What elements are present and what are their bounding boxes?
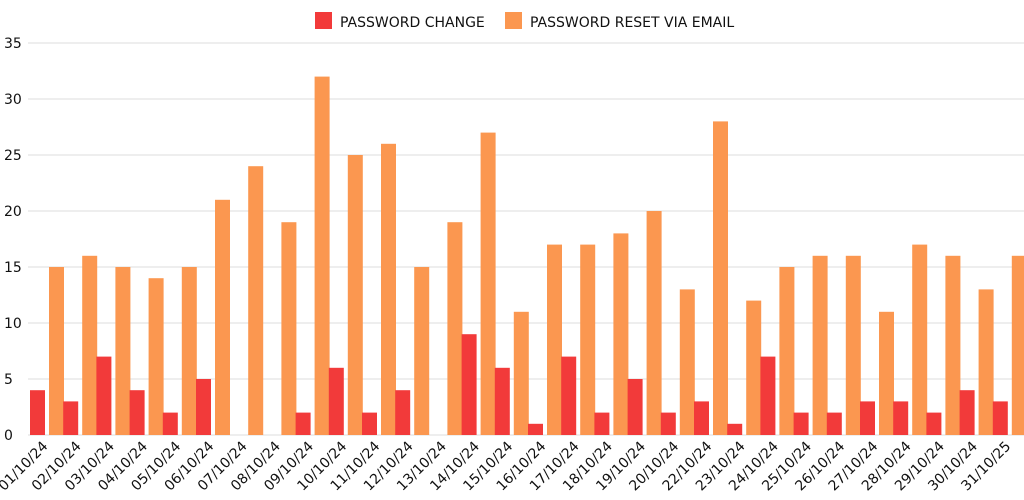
bar-password-reset-via-email-2 [82, 255, 98, 435]
bar-password-change-17 [561, 356, 577, 435]
bar-password-change-19 [627, 379, 643, 435]
y-axis: 0 5 10 15 20 25 30 35 [4, 36, 22, 444]
bar-password-change-16 [528, 423, 543, 435]
bar-password-change-25 [826, 412, 842, 435]
bar-password-change-4 [129, 390, 145, 435]
x-axis: 01/10/2402/10/2403/10/2404/10/2405/10/24… [0, 438, 1014, 494]
y-tick-label: 30 [4, 92, 22, 108]
bar-password-reset-via-email-12 [414, 267, 430, 435]
bar-password-reset-via-email-6 [215, 199, 230, 435]
legend-swatch-password-change [315, 12, 332, 29]
y-tick-label: 0 [4, 428, 13, 444]
y-tick-label: 10 [4, 316, 22, 332]
bar-password-reset-via-email-5 [181, 267, 197, 435]
bar-password-reset-via-email-30 [1011, 255, 1024, 435]
bar-password-change-6 [196, 379, 211, 435]
bar-password-reset-via-email-8 [281, 222, 297, 435]
y-tick-label: 35 [4, 36, 22, 52]
bar-password-change-10 [328, 367, 344, 435]
bar-password-change-14 [461, 334, 477, 435]
legend-label-password-change: PASSWORD CHANGE [340, 15, 485, 31]
bar-password-reset-via-email-19 [646, 211, 662, 435]
bar-password-change-28 [926, 412, 942, 435]
legend-swatch-password-reset-via-email [505, 12, 522, 29]
bar-password-change-3 [96, 356, 112, 435]
bar-password-reset-via-email-18 [613, 233, 629, 435]
bar-password-change-2 [63, 401, 79, 435]
bar-password-reset-via-email-20 [679, 289, 695, 435]
bar-password-change-11 [362, 412, 377, 435]
y-tick-label: 5 [4, 372, 13, 388]
bar-password-change-12 [395, 390, 411, 435]
bar-password-change-1 [30, 390, 45, 435]
bar-password-change-30 [992, 401, 1008, 435]
bar-password-change-9 [295, 412, 311, 435]
bar-password-reset-via-email-7 [248, 166, 264, 435]
bar-password-reset-via-email-23 [779, 267, 795, 435]
y-tick-label: 15 [4, 260, 22, 276]
bar-password-reset-via-email-28 [945, 255, 961, 435]
bar-password-change-27 [893, 401, 909, 435]
bar-password-change-20 [660, 412, 676, 435]
bar-password-change-21 [694, 401, 709, 435]
bar-password-reset-via-email-3 [115, 267, 131, 435]
bar-password-reset-via-email-10 [347, 155, 363, 435]
legend: PASSWORD CHANGE PASSWORD RESET VIA EMAIL [315, 12, 734, 31]
y-tick-label: 25 [4, 148, 22, 164]
bar-password-reset-via-email-25 [845, 255, 861, 435]
bar-password-reset-via-email-13 [447, 222, 463, 435]
bar-password-reset-via-email-4 [148, 278, 164, 435]
bar-password-change-23 [760, 356, 776, 435]
bar-password-change-22 [727, 423, 743, 435]
bar-password-change-5 [162, 412, 178, 435]
bar-password-change-15 [494, 367, 510, 435]
bar-password-reset-via-email-16 [547, 244, 562, 435]
bar-password-change-24 [793, 412, 809, 435]
bars [30, 76, 1024, 436]
bar-password-reset-via-email-14 [480, 132, 496, 435]
bar-password-change-26 [860, 401, 875, 435]
bar-password-reset-via-email-29 [978, 289, 994, 435]
bar-password-reset-via-email-9 [314, 76, 330, 435]
bar-password-reset-via-email-27 [912, 244, 928, 435]
legend-label-password-reset-via-email: PASSWORD RESET VIA EMAIL [530, 15, 734, 31]
bar-password-reset-via-email-11 [381, 143, 396, 436]
bar-password-reset-via-email-21 [713, 121, 728, 436]
bar-password-reset-via-email-26 [879, 311, 894, 435]
bar-password-reset-via-email-17 [580, 244, 596, 435]
bar-password-change-29 [959, 390, 975, 435]
bar-password-reset-via-email-24 [812, 255, 828, 435]
bar-password-reset-via-email-22 [746, 300, 762, 435]
bar-password-reset-via-email-15 [513, 311, 529, 435]
bar-password-reset-via-email-1 [49, 267, 64, 435]
bar-password-change-18 [594, 412, 610, 435]
y-tick-label: 20 [4, 204, 22, 220]
